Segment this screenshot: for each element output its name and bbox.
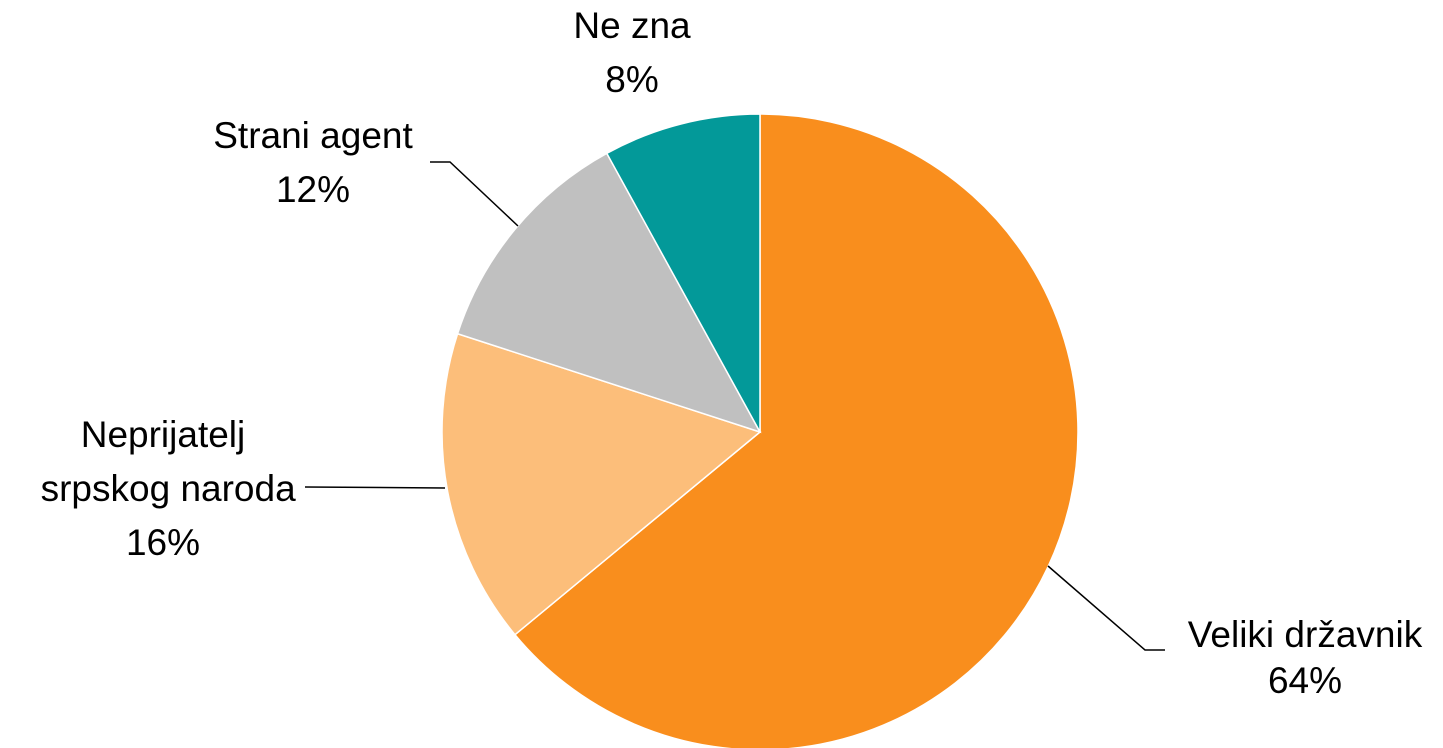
category-label: Strani agent: [213, 115, 413, 156]
value-label: 12%: [276, 169, 350, 210]
pie-slice: [513, 113, 1079, 748]
value-label: 8%: [605, 59, 658, 100]
leader-line: [304, 486, 446, 489]
category-label: Ne zna: [573, 5, 691, 46]
value-label: 16%: [126, 522, 200, 563]
leader-line: [1047, 565, 1165, 651]
pie-slice: [456, 152, 762, 434]
value-label: 64%: [1268, 660, 1342, 701]
pie-slice: [441, 332, 762, 636]
leader-line: [430, 161, 519, 227]
pie-slice: [605, 113, 761, 433]
category-label: Neprijatelj srpskog naroda: [30, 414, 296, 509]
category-label: Veliki državnik: [1188, 614, 1423, 655]
